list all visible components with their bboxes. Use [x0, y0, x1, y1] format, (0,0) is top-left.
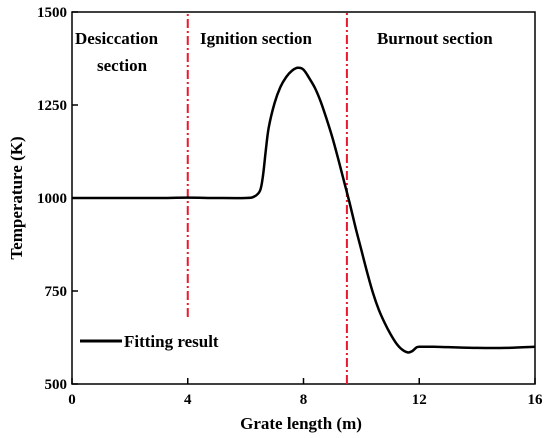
legend-label: Fitting result — [124, 332, 219, 351]
series-marks — [71, 12, 536, 384]
x-tick-label: 12 — [412, 392, 427, 408]
y-tick-label: 500 — [45, 377, 68, 393]
series-line-fitting-result — [71, 66, 536, 354]
y-tick-label: 1500 — [37, 5, 67, 21]
section-label-ignition: Ignition section — [200, 29, 312, 48]
y-tick-label: 1250 — [37, 98, 67, 114]
y-axis-title: Temperature (K) — [7, 136, 26, 259]
axis-ticks: 0 4 8 12 16 500 750 1000 1250 1500 — [37, 5, 543, 408]
y-tick-label: 1000 — [37, 191, 67, 207]
x-tick-label: 16 — [528, 392, 544, 408]
x-tick-label: 4 — [184, 392, 192, 408]
x-axis-title: Grate length (m) — [240, 414, 362, 433]
section-label-desiccation-line2: section — [97, 56, 148, 75]
section-label-burnout: Burnout section — [377, 29, 493, 48]
y-tick-label: 750 — [45, 284, 68, 300]
section-label-desiccation-line1: Desiccation — [75, 29, 159, 48]
x-tick-label: 8 — [300, 392, 308, 408]
x-tick-label: 0 — [68, 392, 76, 408]
